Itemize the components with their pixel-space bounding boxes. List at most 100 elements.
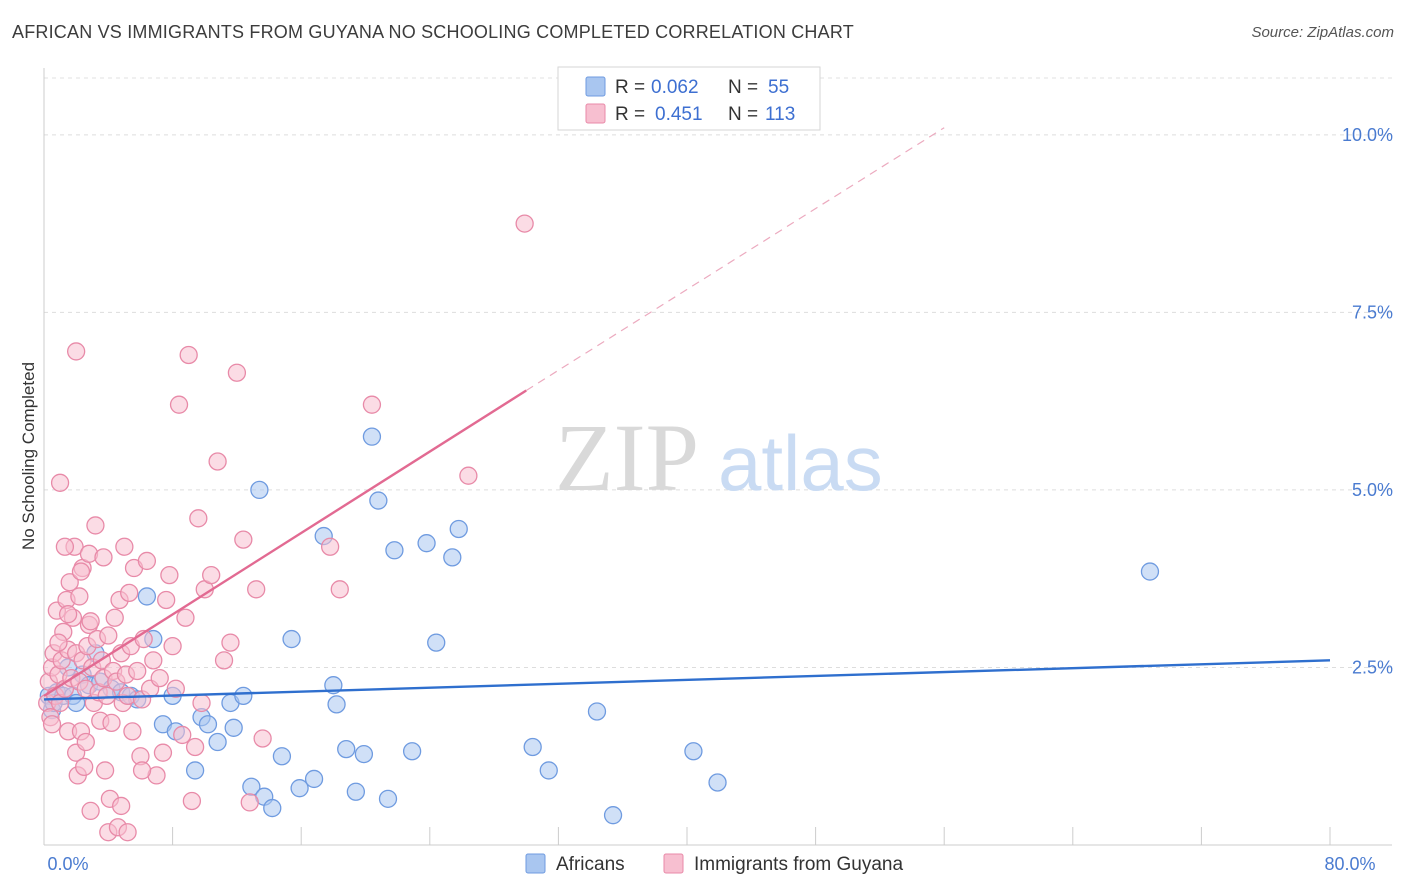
africans-point-34: [290, 779, 309, 798]
legend-n-value-africans: 55: [768, 77, 789, 98]
guyana-point-83: [185, 737, 205, 757]
guyana-point-92: [234, 530, 253, 549]
africans-point-38: [327, 695, 346, 714]
guyana-point-89: [214, 651, 234, 670]
chart-title: AFRICAN VS IMMIGRANTS FROM GUYANA NO SCH…: [12, 22, 854, 42]
legend-r-label-guyana: R =: [615, 104, 645, 125]
africans-point-47: [417, 534, 436, 553]
guyana-point-109: [112, 796, 131, 816]
africans-point-33: [282, 629, 301, 649]
guyana-point-49: [102, 713, 121, 732]
guyana-point-17: [60, 573, 79, 592]
guyana-point-98: [362, 395, 382, 414]
guyana-point-74: [157, 590, 176, 610]
africans-point-49: [443, 548, 462, 567]
grid-lines: [44, 77, 1392, 668]
bottom-legend-swatch-africans: [525, 853, 546, 874]
bottom-legend-swatch-guyana: [663, 853, 684, 874]
guyana-point-76: [163, 636, 182, 656]
africans-point-51: [523, 737, 542, 757]
africans-point-54: [603, 806, 623, 825]
guyana-point-57: [115, 537, 134, 556]
guyana-point-108: [81, 612, 100, 631]
africans-point-27: [234, 686, 253, 706]
guyana-point-88: [208, 452, 227, 471]
africans-point-57: [1140, 562, 1160, 581]
guyana-point-93: [240, 793, 259, 812]
guyana-point-51: [105, 608, 124, 627]
guyana-point-78: [169, 395, 189, 414]
africans-trend-line: [43, 659, 1331, 701]
guyana-point-60: [120, 583, 139, 603]
guyana-point-79: [173, 725, 192, 745]
guyana-trend-line: [43, 389, 527, 697]
africans-point-16: [137, 587, 157, 606]
source-label: Source: ZipAtlas.com: [1251, 24, 1394, 41]
legend-n-value-guyana: 113: [765, 104, 795, 125]
africans-point-32: [272, 747, 292, 766]
bottom-legend-label-africans: Africans: [556, 854, 625, 875]
y-tick-labels: 2.5% 5.0% 7.5% 10.0%: [1342, 125, 1393, 678]
y-tick-label-2: 7.5%: [1352, 302, 1393, 322]
guyana-point-46: [99, 626, 118, 645]
y-tick-label-0: 2.5%: [1352, 657, 1393, 677]
guyana-point-101: [55, 537, 75, 556]
points-layer: [38, 214, 1160, 842]
guyana-point-99: [459, 466, 478, 485]
guyana-point-62: [123, 722, 142, 741]
guyana-point-35: [81, 801, 100, 821]
africans-point-41: [354, 744, 374, 764]
legend-n-label-guyana: N =: [728, 104, 758, 125]
guyana-point-64: [128, 661, 147, 681]
guyana-point-100: [515, 214, 534, 233]
africans-point-52: [539, 761, 558, 780]
guyana-point-30: [76, 732, 95, 752]
guyana-point-10: [50, 473, 70, 492]
guyana-point-4: [42, 715, 62, 734]
legend-n-label-africans: N =: [728, 77, 758, 98]
y-axis-label: No Schooling Completed: [19, 362, 38, 550]
bottom-legend: Africans Immigrants from Guyana: [525, 853, 903, 875]
guyana-point-85: [192, 693, 211, 713]
africans-point-46: [402, 742, 422, 761]
africans-point-55: [684, 742, 703, 761]
guyana-point-75: [160, 565, 179, 585]
guyana-point-70: [144, 651, 163, 670]
guyana-point-94: [247, 580, 266, 599]
africans-point-26: [224, 718, 243, 737]
guyana-point-82: [182, 791, 202, 811]
guyana-point-24: [70, 587, 89, 606]
guyana-point-45: [97, 686, 116, 706]
africans-point-23: [198, 715, 218, 734]
legend-r-label-africans: R =: [615, 77, 645, 98]
trend-lines: [43, 127, 1331, 701]
guyana-point-87: [202, 565, 221, 585]
watermark-atlas: atlas: [718, 419, 883, 507]
africans-point-35: [304, 769, 324, 789]
guyana-point-80: [176, 608, 195, 627]
top-legend: R = 0.062 N = 55 R = 0.451 N = 113: [557, 66, 821, 131]
africans-point-44: [378, 789, 398, 808]
guyana-point-38: [86, 516, 105, 535]
legend-r-value-africans: 0.062: [651, 77, 699, 98]
africans-point-53: [587, 702, 607, 721]
bottom-legend-label-guyana: Immigrants from Guyana: [694, 854, 903, 875]
guyana-point-68: [137, 551, 157, 571]
guyana-point-96: [320, 537, 340, 556]
guyana-point-81: [179, 345, 198, 365]
x-tick-label-0: 0.0%: [47, 854, 88, 874]
x-tick-label-1: 80.0%: [1324, 854, 1375, 874]
africans-point-56: [708, 773, 727, 792]
africans-point-45: [385, 541, 404, 560]
africans-point-21: [185, 761, 205, 780]
guyana-point-106: [132, 761, 152, 780]
africans-point-24: [208, 732, 227, 752]
legend-swatch-africans: [585, 76, 606, 97]
guyana-point-90: [221, 633, 240, 652]
guyana-point-72: [150, 668, 169, 688]
guyana-point-103: [71, 562, 91, 581]
africans-point-42: [362, 427, 382, 446]
guyana-point-104: [94, 548, 113, 567]
africans-point-39: [337, 739, 356, 759]
